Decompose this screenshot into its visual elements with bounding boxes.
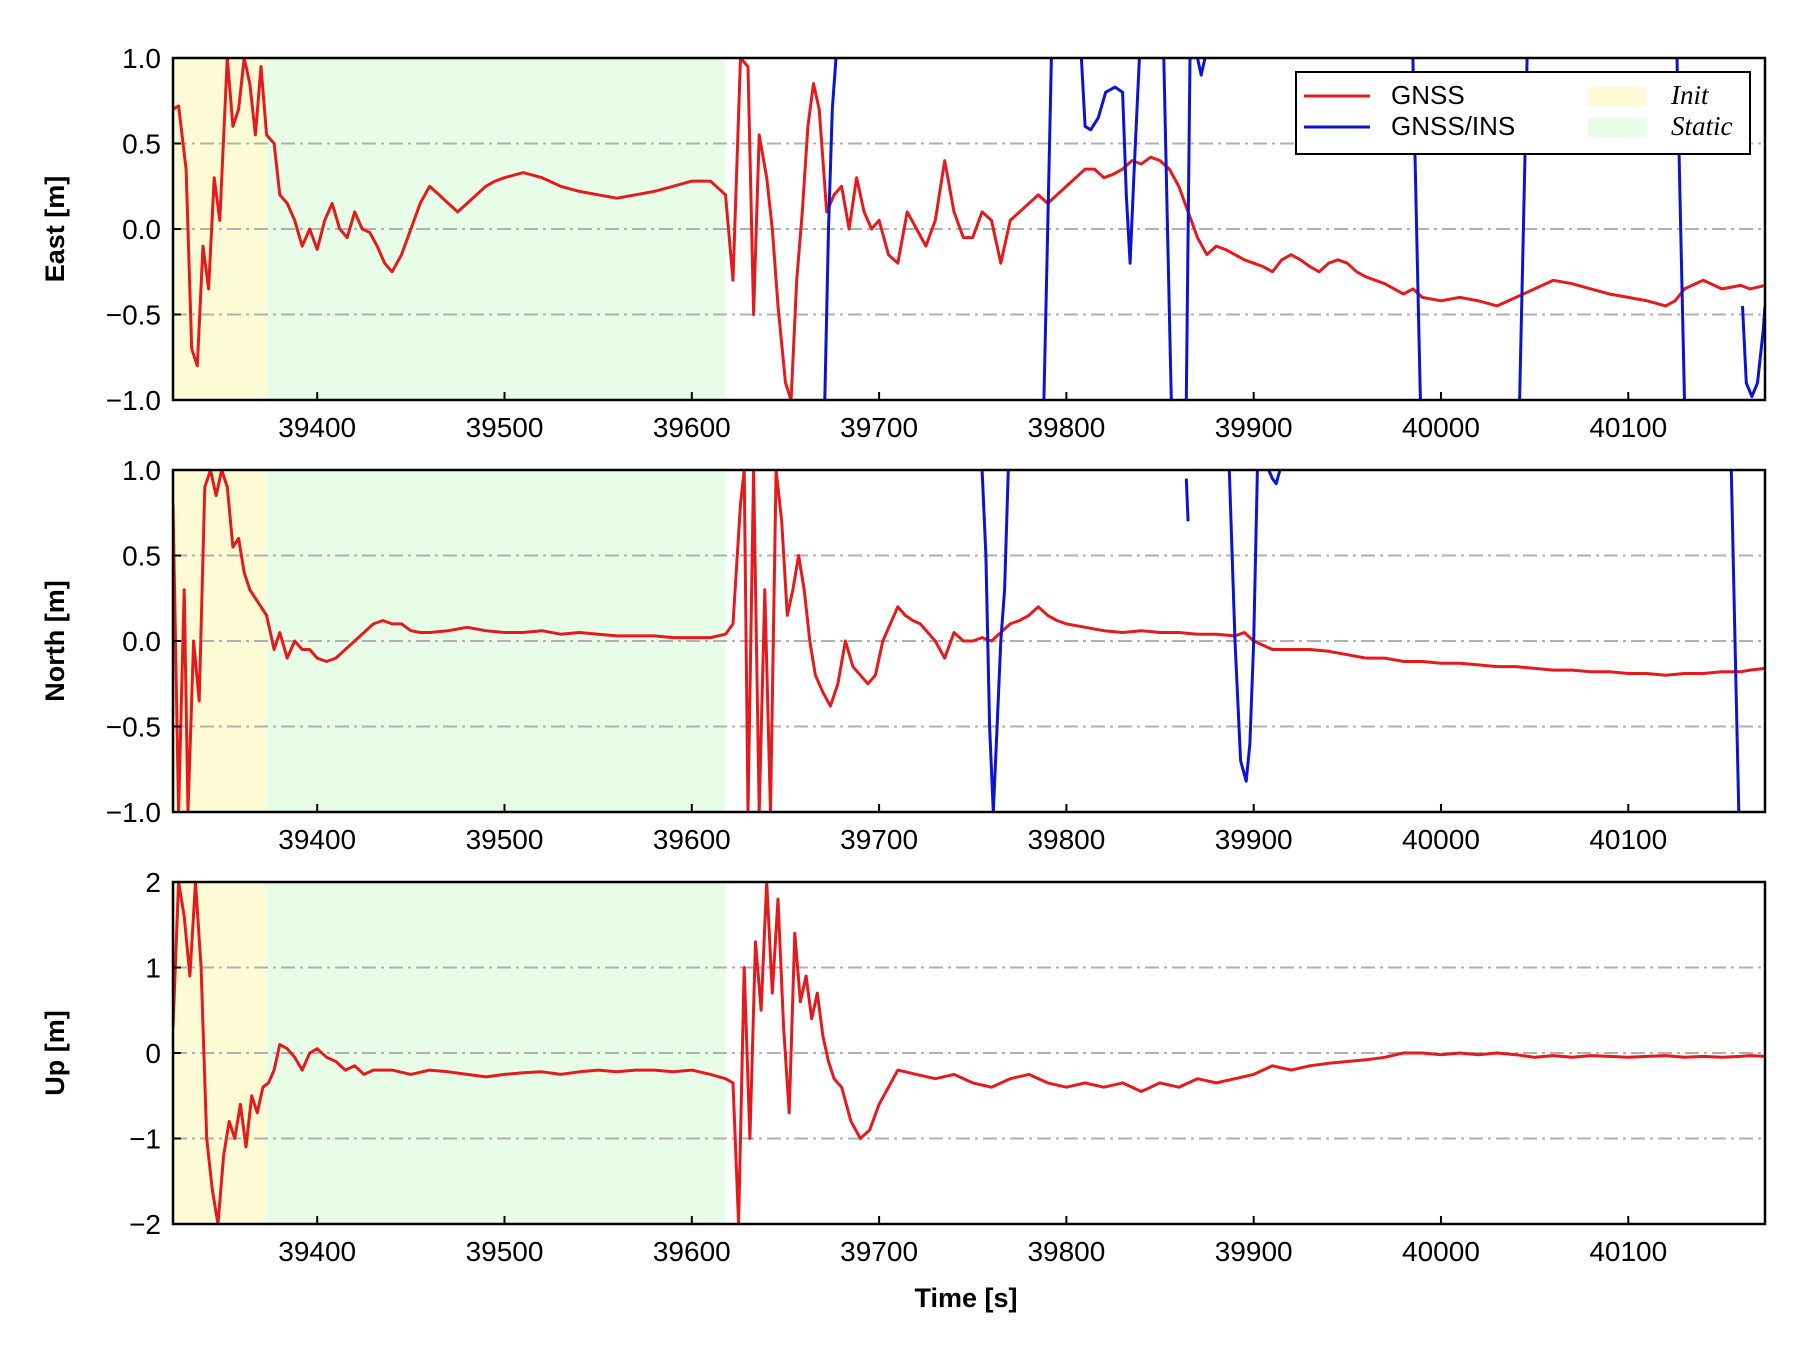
x-tick-label: 39900: [1215, 412, 1293, 443]
series-group: [173, 470, 1765, 812]
gnss-line-east: [173, 58, 1765, 400]
x-tick-label: 39700: [840, 824, 918, 855]
gnss-ins-segment-north: [1729, 470, 1741, 812]
legend: GNSS GNSS/INS Init Static: [1295, 71, 1751, 155]
y-axis-label-up: Up [m]: [40, 1010, 70, 1095]
y-tick-label: −2: [129, 1209, 161, 1240]
legend-static-label: Static: [1671, 111, 1733, 141]
x-tick-label: 40000: [1402, 1236, 1480, 1267]
gnss-ins-segment-north: [1227, 470, 1259, 783]
gnss-ins-segment-east: [1079, 58, 1141, 265]
y-tick-label: −1.0: [106, 385, 161, 416]
panel-up: −2 −1 0 1 2 39400 39500 39600 39700 39800 39900 400…: [40, 867, 1767, 1267]
gnss-ins-segment-north: [1267, 470, 1282, 486]
panel-north: −1.0 −0.5 0.0 0.5 1.0 39400 39500 39600 39700 398…: [40, 455, 1767, 855]
x-tick-label: 39800: [1027, 824, 1105, 855]
legend-gnss-ins-label: GNSS/INS: [1391, 111, 1515, 141]
series-group: [173, 882, 1765, 1224]
y-tick-label: 1.0: [122, 43, 161, 74]
x-tick-label: 39500: [466, 824, 544, 855]
legend-static-swatch: [1588, 118, 1646, 137]
y-tick-label: −1.0: [106, 797, 161, 828]
gnss-ins-segment-east: [1162, 58, 1173, 400]
gnss-ins-segment-east: [1741, 305, 1765, 399]
y-tick-label: −1: [129, 1124, 161, 1155]
x-tick-label: 39500: [466, 412, 544, 443]
gnss-ins-segment-east: [1196, 58, 1207, 77]
legend-frame: [1295, 71, 1751, 155]
y-tick-label: 1: [145, 953, 161, 984]
x-tick-label: 39800: [1027, 1236, 1105, 1267]
x-tick-label: 39400: [278, 412, 356, 443]
panel-east: −1.0 −0.5 0.0 0.5 1.0 39400 39500 39600 39700 398…: [40, 43, 1767, 443]
legend-init-label: Init: [1670, 80, 1710, 110]
x-tick-label: 39600: [653, 1236, 731, 1267]
gnss-ins-segment-east: [1184, 58, 1192, 400]
x-tick-label: 39700: [840, 412, 918, 443]
y-axis-label-east: East [m]: [40, 176, 70, 283]
gnss-line-north: [173, 470, 1765, 812]
y-tick-label: −0.5: [106, 712, 161, 743]
legend-init-swatch: [1588, 87, 1646, 106]
y-tick-label: 0: [145, 1038, 161, 1069]
legend-gnss-label: GNSS: [1391, 80, 1465, 110]
x-axis-label: Time [s]: [914, 1283, 1017, 1313]
x-tick-label: 39900: [1215, 824, 1293, 855]
y-tick-label: 0.0: [122, 626, 161, 657]
x-tick-label: 39600: [653, 412, 731, 443]
panels: −1.0 −0.5 0.0 0.5 1.0 39400 39500 39600 39700 398…: [40, 43, 1767, 1267]
y-tick-label: 0.5: [122, 129, 161, 160]
x-tick-label: 39800: [1027, 412, 1105, 443]
y-tick-label: 1.0: [122, 455, 161, 486]
y-tick-label: −0.5: [106, 300, 161, 331]
y-axis-label-north: North [m]: [40, 580, 70, 701]
y-tick-label: 0.0: [122, 214, 161, 245]
x-tick-label: 40000: [1402, 824, 1480, 855]
x-tick-label: 40000: [1402, 412, 1480, 443]
x-tick-label: 40100: [1589, 1236, 1667, 1267]
gnss-ins-segment-east: [1042, 58, 1053, 400]
y-tick-label: 2: [145, 867, 161, 898]
y-tick-label: 0.5: [122, 541, 161, 572]
x-tick-label: 39700: [840, 1236, 918, 1267]
x-tick-label: 39900: [1215, 1236, 1293, 1267]
gnss-ins-segment-east: [823, 58, 838, 400]
x-tick-label: 40100: [1589, 824, 1667, 855]
gnss-ins-segment-north: [1184, 478, 1190, 522]
x-tick-label: 39400: [278, 1236, 356, 1267]
series-group: [173, 58, 1765, 400]
x-tick-label: 39400: [278, 824, 356, 855]
gnss-ins-segment-north: [980, 470, 1010, 812]
x-tick-label: 39500: [466, 1236, 544, 1267]
gnss-line-up: [173, 882, 1765, 1224]
x-tick-label: 39600: [653, 824, 731, 855]
x-tick-label: 40100: [1589, 412, 1667, 443]
